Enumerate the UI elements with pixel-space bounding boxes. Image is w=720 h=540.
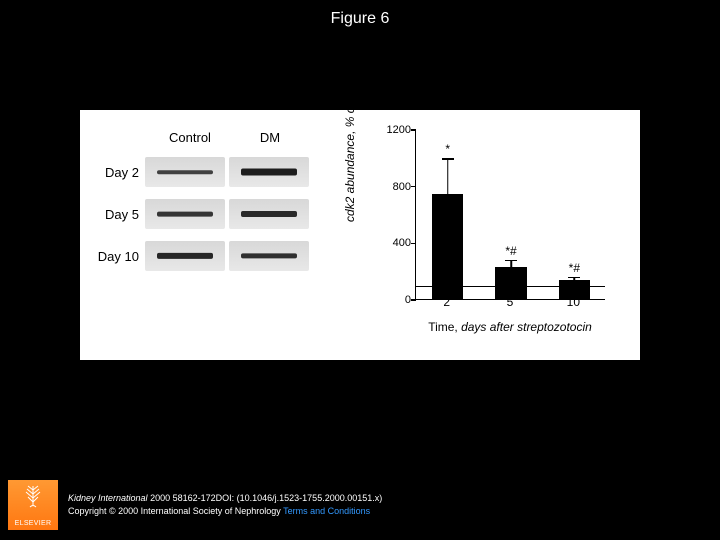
- blot-lane: [145, 157, 225, 187]
- significance-label: *: [445, 142, 450, 156]
- blot-band: [241, 253, 297, 258]
- publisher-name: ELSEVIER: [15, 520, 52, 527]
- y-tick-label: 800: [381, 181, 411, 193]
- blot-header-dm: DM: [230, 130, 310, 145]
- blot-band: [157, 212, 213, 217]
- journal-name: Kidney International: [68, 493, 148, 503]
- error-cap: [568, 277, 580, 279]
- x-tick-label: 10: [567, 295, 580, 309]
- y-tick-mark: [411, 129, 416, 131]
- western-blot: Control DM Day 2 Day 5 Day 10: [90, 130, 340, 271]
- blot-band: [157, 253, 213, 259]
- copyright-text: Copyright © 2000 International Society o…: [68, 506, 283, 516]
- citation: Kidney International 2000 58162-172DOI: …: [68, 492, 382, 519]
- terms-link[interactable]: Terms and Conditions: [283, 506, 370, 516]
- blot-band: [157, 170, 213, 174]
- figure-title: Figure 6: [0, 0, 720, 28]
- y-tick-mark: [411, 186, 416, 188]
- bar-chart: cdk2 abundance, % control 04008001200**#…: [360, 120, 630, 350]
- blot-row: Day 2: [90, 157, 340, 187]
- blot-row: Day 5: [90, 199, 340, 229]
- blot-row-label: Day 5: [90, 207, 145, 222]
- blot-lane: [145, 241, 225, 271]
- blot-row: Day 10: [90, 241, 340, 271]
- blot-row-label: Day 2: [90, 165, 145, 180]
- blot-lane: [145, 199, 225, 229]
- x-tick-label: 2: [443, 295, 450, 309]
- y-tick-label: 1200: [381, 124, 411, 136]
- y-tick-mark: [411, 299, 416, 301]
- significance-label: *#: [569, 261, 580, 275]
- y-tick-mark: [411, 243, 416, 245]
- figure-panel: Control DM Day 2Day 5Day 10 cdk2 abundan…: [80, 110, 640, 360]
- citation-details: 2000 58162-172DOI: (10.1046/j.1523-1755.…: [148, 493, 383, 503]
- bar: [432, 194, 464, 299]
- blot-lane: [229, 157, 309, 187]
- significance-label: *#: [505, 244, 516, 258]
- plot-area: 04008001200**#*#: [415, 130, 605, 300]
- x-tick-label: 5: [507, 295, 514, 309]
- error-cap: [442, 158, 454, 160]
- y-tick-label: 400: [381, 237, 411, 249]
- footer: ELSEVIER Kidney International 2000 58162…: [0, 480, 720, 530]
- blot-row-label: Day 10: [90, 249, 145, 264]
- error-bar: [447, 158, 449, 195]
- blot-band: [241, 168, 297, 175]
- elsevier-logo: ELSEVIER: [8, 480, 58, 530]
- blot-band: [241, 211, 297, 217]
- blot-lane: [229, 199, 309, 229]
- y-axis-label: cdk2 abundance, % control: [343, 77, 357, 222]
- y-tick-label: 0: [381, 294, 411, 306]
- tree-icon: [22, 484, 44, 513]
- blot-lane: [229, 241, 309, 271]
- x-axis-label: Time, days after streptozotocin: [415, 320, 605, 334]
- blot-header-control: Control: [150, 130, 230, 145]
- error-cap: [505, 260, 517, 262]
